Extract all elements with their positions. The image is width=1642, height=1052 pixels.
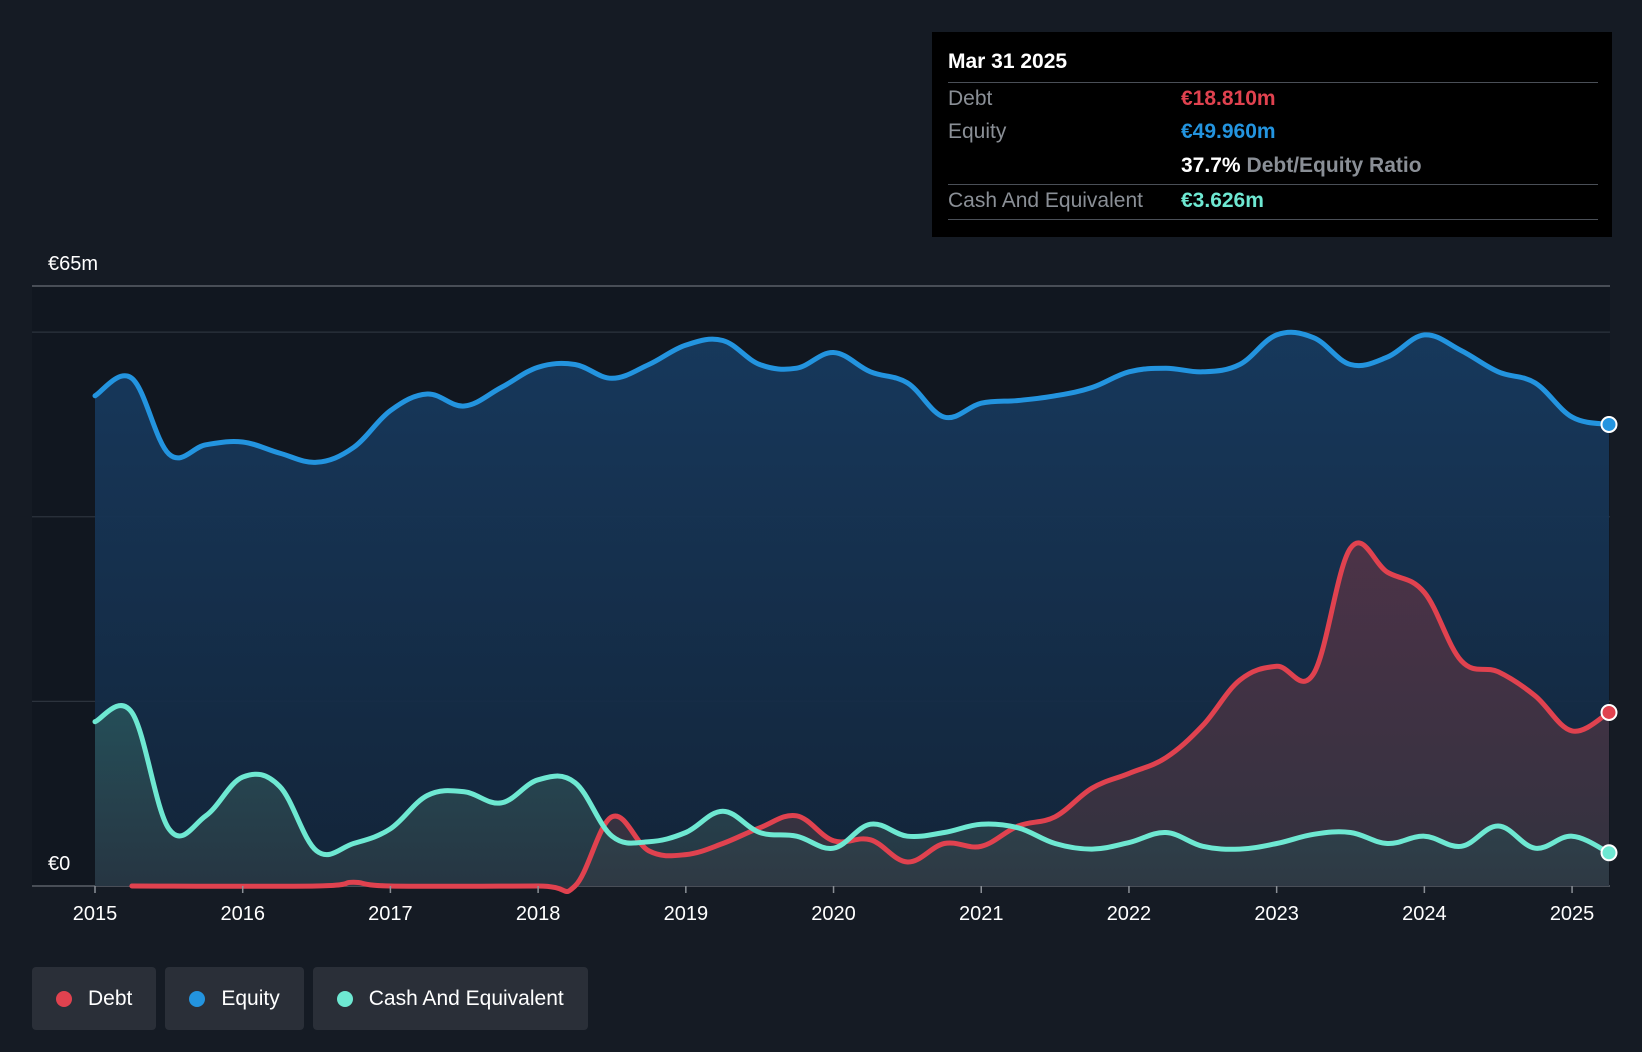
legend-cash-label: Cash And Equivalent — [368, 986, 564, 1010]
tooltip-debt-value: €18.810m — [1181, 87, 1276, 110]
cash-dot-icon — [336, 990, 353, 1007]
cash-line — [92, 703, 1612, 858]
tooltip-ratio: 37.7% Debt/Equity Ratio — [1181, 154, 1422, 178]
x-tick-label: 2015 — [73, 903, 118, 925]
tooltip-panel: Mar 31 2025 Debt €18.810m Equity €49.960… — [932, 32, 1612, 237]
tooltip-debt-row: Debt €18.810m — [948, 82, 1598, 117]
x-tick-label: 2021 — [959, 903, 1004, 925]
x-tick-label: 2018 — [516, 903, 561, 925]
debt-area — [131, 542, 1609, 892]
x-tick-label: 2020 — [811, 903, 856, 925]
tooltip-cash-value: €3.626m — [1181, 189, 1264, 212]
tooltip-debt-label: Debt — [948, 87, 993, 110]
debt-dot-icon — [56, 990, 72, 1007]
legend-item-debt[interactable]: Debt — [32, 967, 157, 1030]
equity-line — [92, 329, 1612, 465]
x-tick-label: 2023 — [1254, 903, 1299, 925]
legend-debt-label: Debt — [88, 986, 133, 1010]
tooltip-date: Mar 31 2025 — [948, 50, 1068, 73]
x-tick-label: 2019 — [664, 903, 709, 925]
x-tick-label: 2016 — [220, 903, 265, 925]
legend-equity-label: Equity — [221, 986, 280, 1010]
cash-area — [95, 705, 1609, 886]
x-tick-label: 2025 — [1550, 903, 1595, 925]
tooltip-ratio-row: 37.7% Debt/Equity Ratio — [948, 150, 1598, 184]
cash-end-point[interactable] — [1600, 844, 1618, 862]
equity-dot-icon — [189, 990, 206, 1007]
tooltip-equity-value: €49.960m — [1181, 120, 1276, 143]
chart-legend: Debt Equity Cash And Equivalent — [32, 967, 588, 1030]
tooltip-ratio-value: 37.7% — [1181, 154, 1241, 177]
debt-end-point[interactable] — [1600, 703, 1618, 721]
y-axis-top-label: €65m — [48, 253, 98, 275]
tooltip-cash-label: Cash And Equivalent — [948, 189, 1143, 212]
tooltip-equity-label: Equity — [948, 120, 1007, 143]
tooltip-ratio-label: Debt/Equity Ratio — [1246, 154, 1422, 177]
x-tick-label: 2017 — [368, 903, 413, 925]
legend-item-equity[interactable]: Equity — [165, 967, 304, 1030]
legend-item-cash[interactable]: Cash And Equivalent — [312, 967, 588, 1030]
equity-end-point[interactable] — [1600, 415, 1618, 433]
tooltip-cash-row: Cash And Equivalent €3.626m — [948, 184, 1598, 220]
x-tick-label: 2024 — [1402, 903, 1447, 925]
debt-line — [129, 540, 1612, 894]
y-axis-bottom-label: €0 — [48, 853, 70, 875]
x-tick-label: 2022 — [1107, 903, 1152, 925]
tooltip-equity-row: Equity €49.960m — [948, 116, 1598, 150]
